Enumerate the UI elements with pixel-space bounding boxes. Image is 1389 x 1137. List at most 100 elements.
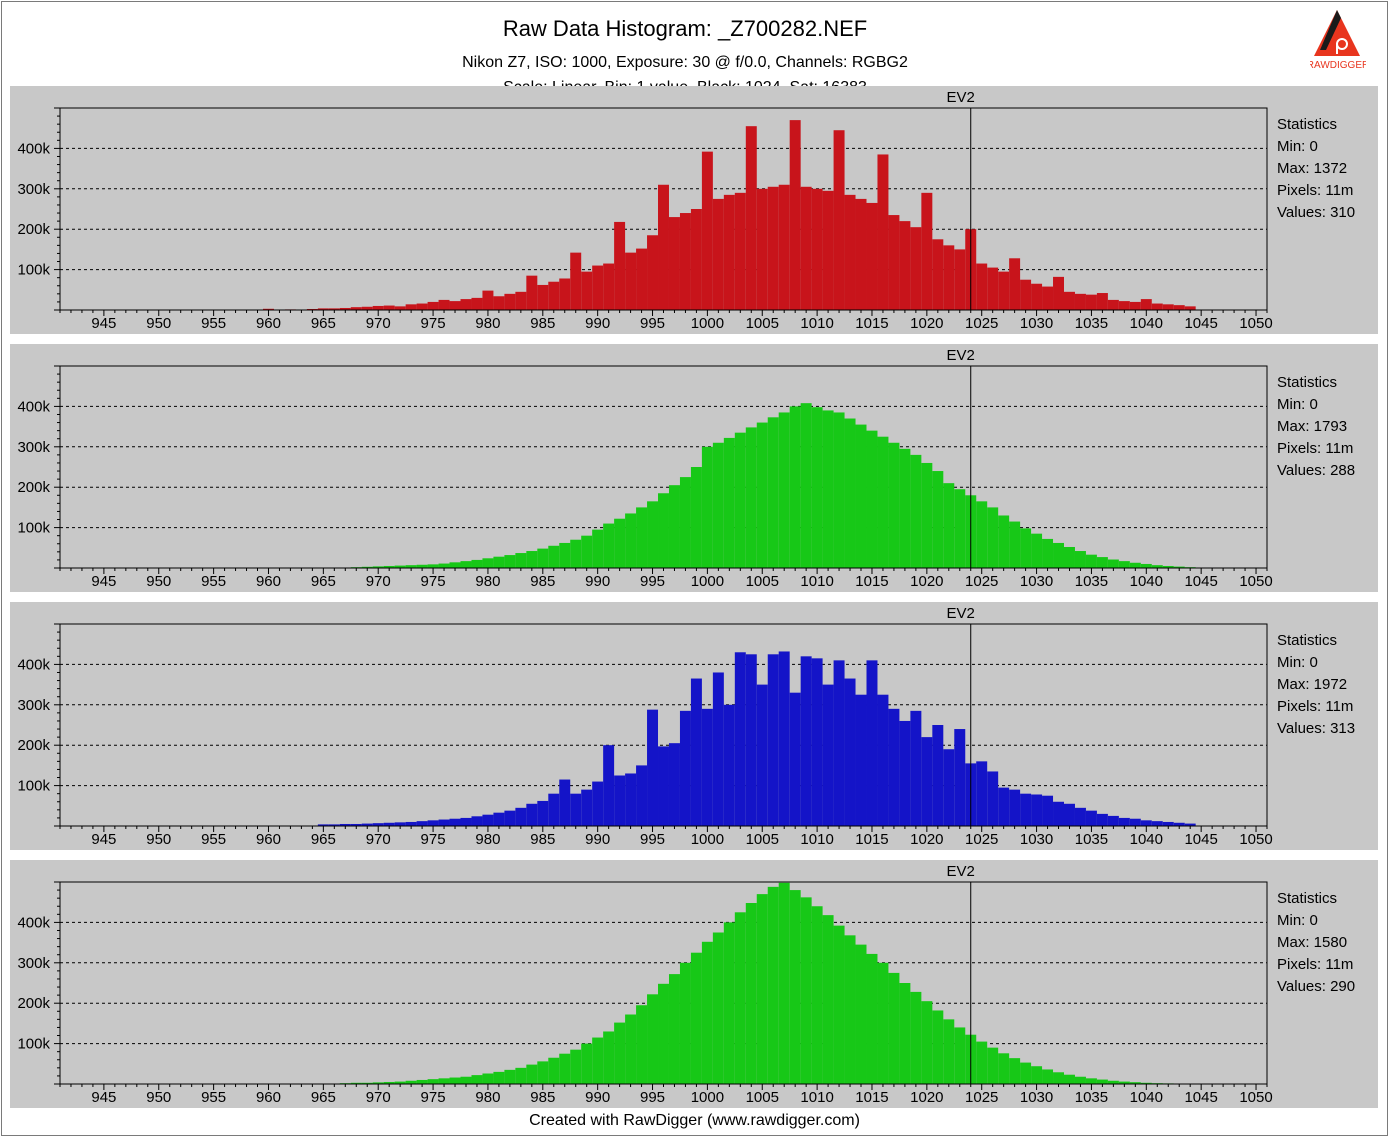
histogram-bar bbox=[899, 983, 911, 1084]
histogram-bar bbox=[888, 215, 900, 310]
histogram-bar bbox=[921, 462, 933, 568]
histogram-bar bbox=[855, 198, 867, 310]
x-tick-label: 1000 bbox=[691, 831, 724, 848]
ev2-marker-label: EV2 bbox=[947, 605, 975, 622]
y-tick-label: 400k bbox=[17, 656, 50, 673]
histogram-bar bbox=[954, 1027, 966, 1084]
histogram-bar bbox=[844, 935, 856, 1084]
histogram-bar bbox=[976, 1041, 988, 1084]
histogram-bar bbox=[559, 779, 571, 826]
x-tick-label: 1015 bbox=[855, 831, 888, 848]
x-tick-label: 965 bbox=[311, 573, 336, 590]
histogram-bar bbox=[449, 1077, 461, 1084]
histogram-bar bbox=[877, 962, 889, 1084]
histogram-bar bbox=[1085, 294, 1097, 310]
histogram-bar bbox=[449, 562, 461, 568]
histogram-bar bbox=[1020, 793, 1032, 826]
x-tick-label: 1040 bbox=[1130, 831, 1163, 848]
statistics-block: Statistics Min: 0 Max: 1580 Pixels: 11m Valu… bbox=[1277, 888, 1355, 998]
histogram-bar bbox=[372, 823, 384, 826]
histogram-bar bbox=[570, 793, 582, 826]
histogram-bar bbox=[1074, 1076, 1086, 1084]
y-tick-label: 100k bbox=[17, 520, 50, 537]
histogram-bar bbox=[822, 190, 834, 310]
stat-min: Min: 0 bbox=[1277, 912, 1318, 929]
histogram-bar bbox=[471, 1075, 483, 1084]
histogram-bar bbox=[800, 186, 812, 310]
x-tick-label: 965 bbox=[311, 1089, 336, 1106]
histogram-bar bbox=[504, 555, 516, 568]
histogram-bar bbox=[460, 1076, 472, 1084]
histogram-bar bbox=[998, 787, 1010, 826]
histogram-bar bbox=[668, 974, 680, 1084]
histogram-bar bbox=[745, 903, 757, 1084]
histogram-bar bbox=[1173, 305, 1185, 310]
histogram-bar bbox=[998, 1053, 1010, 1084]
x-tick-label: 1035 bbox=[1075, 573, 1108, 590]
histogram-bar bbox=[416, 1079, 428, 1084]
histogram-bar bbox=[701, 941, 713, 1084]
histogram-bar bbox=[1129, 818, 1141, 826]
histogram-bar bbox=[526, 275, 538, 310]
histogram-bar bbox=[1053, 1072, 1064, 1084]
y-tick-label: 200k bbox=[17, 221, 50, 238]
histogram-bar bbox=[888, 708, 900, 826]
histogram-bar bbox=[614, 518, 626, 568]
logo-text: RAWDIGGER bbox=[1310, 60, 1366, 71]
x-tick-label: 1000 bbox=[691, 573, 724, 590]
histogram-bar bbox=[723, 704, 735, 826]
x-tick-label: 1010 bbox=[800, 573, 833, 590]
histogram-bar bbox=[570, 252, 582, 310]
x-tick-label: 1020 bbox=[910, 1089, 943, 1106]
statistics-block: Statistics Min: 0 Max: 1372 Pixels: 11m Valu… bbox=[1277, 114, 1355, 224]
histogram-bar bbox=[1042, 538, 1054, 568]
histogram-bar bbox=[778, 412, 790, 568]
histogram-bar bbox=[339, 823, 351, 826]
x-tick-label: 1010 bbox=[800, 315, 833, 332]
histogram-bar bbox=[921, 737, 933, 826]
histogram-panel-b: EV2 100k 200k 300k 400k 945 950 955 960 965 970 975… bbox=[10, 602, 1378, 850]
x-tick-label: 985 bbox=[530, 831, 555, 848]
histogram-bar bbox=[1129, 301, 1141, 310]
histogram-bar bbox=[1031, 533, 1043, 568]
histogram-bar bbox=[679, 477, 691, 568]
histogram-bar bbox=[778, 651, 790, 826]
histogram-bar bbox=[910, 454, 922, 568]
x-tick-label: 980 bbox=[475, 573, 500, 590]
histogram-bar bbox=[537, 284, 549, 310]
histogram-bar bbox=[976, 501, 988, 568]
histogram-bar bbox=[1151, 303, 1163, 310]
histogram-bar bbox=[943, 1019, 955, 1084]
statistics-block: Statistics Min: 0 Max: 1972 Pixels: 11m Valu… bbox=[1277, 630, 1355, 740]
stat-max: Max: 1580 bbox=[1277, 934, 1348, 951]
x-tick-label: 990 bbox=[585, 315, 610, 332]
histogram-bar bbox=[833, 925, 845, 1084]
x-tick-label: 1015 bbox=[855, 1089, 888, 1106]
x-tick-label: 1030 bbox=[1020, 315, 1053, 332]
y-tick-label: 400k bbox=[17, 398, 50, 415]
histogram-bar bbox=[603, 1031, 615, 1084]
histogram-bar bbox=[449, 301, 461, 310]
x-tick-label: 1005 bbox=[746, 573, 779, 590]
x-tick-label: 1050 bbox=[1239, 315, 1272, 332]
histogram-bar bbox=[625, 1014, 637, 1084]
x-tick-label: 1050 bbox=[1239, 831, 1272, 848]
histogram-bar bbox=[833, 660, 845, 826]
histogram-bar bbox=[679, 710, 691, 826]
histogram-bar bbox=[1042, 795, 1054, 826]
histogram-bar bbox=[723, 437, 735, 568]
histogram-bar bbox=[306, 308, 318, 310]
histogram-bar bbox=[548, 793, 560, 826]
histogram-bar bbox=[482, 558, 494, 568]
histogram-bar bbox=[910, 991, 922, 1084]
x-tick-label: 975 bbox=[421, 573, 446, 590]
histogram-bar bbox=[745, 654, 757, 826]
histogram-bar bbox=[427, 301, 439, 310]
histogram-bar bbox=[1074, 293, 1086, 310]
x-tick-label: 1020 bbox=[910, 573, 943, 590]
histogram-bar bbox=[899, 720, 911, 826]
histogram-bar bbox=[767, 417, 779, 568]
y-tick-label: 200k bbox=[17, 479, 50, 496]
histogram-bar bbox=[1096, 1079, 1108, 1084]
x-tick-label: 1015 bbox=[855, 573, 888, 590]
